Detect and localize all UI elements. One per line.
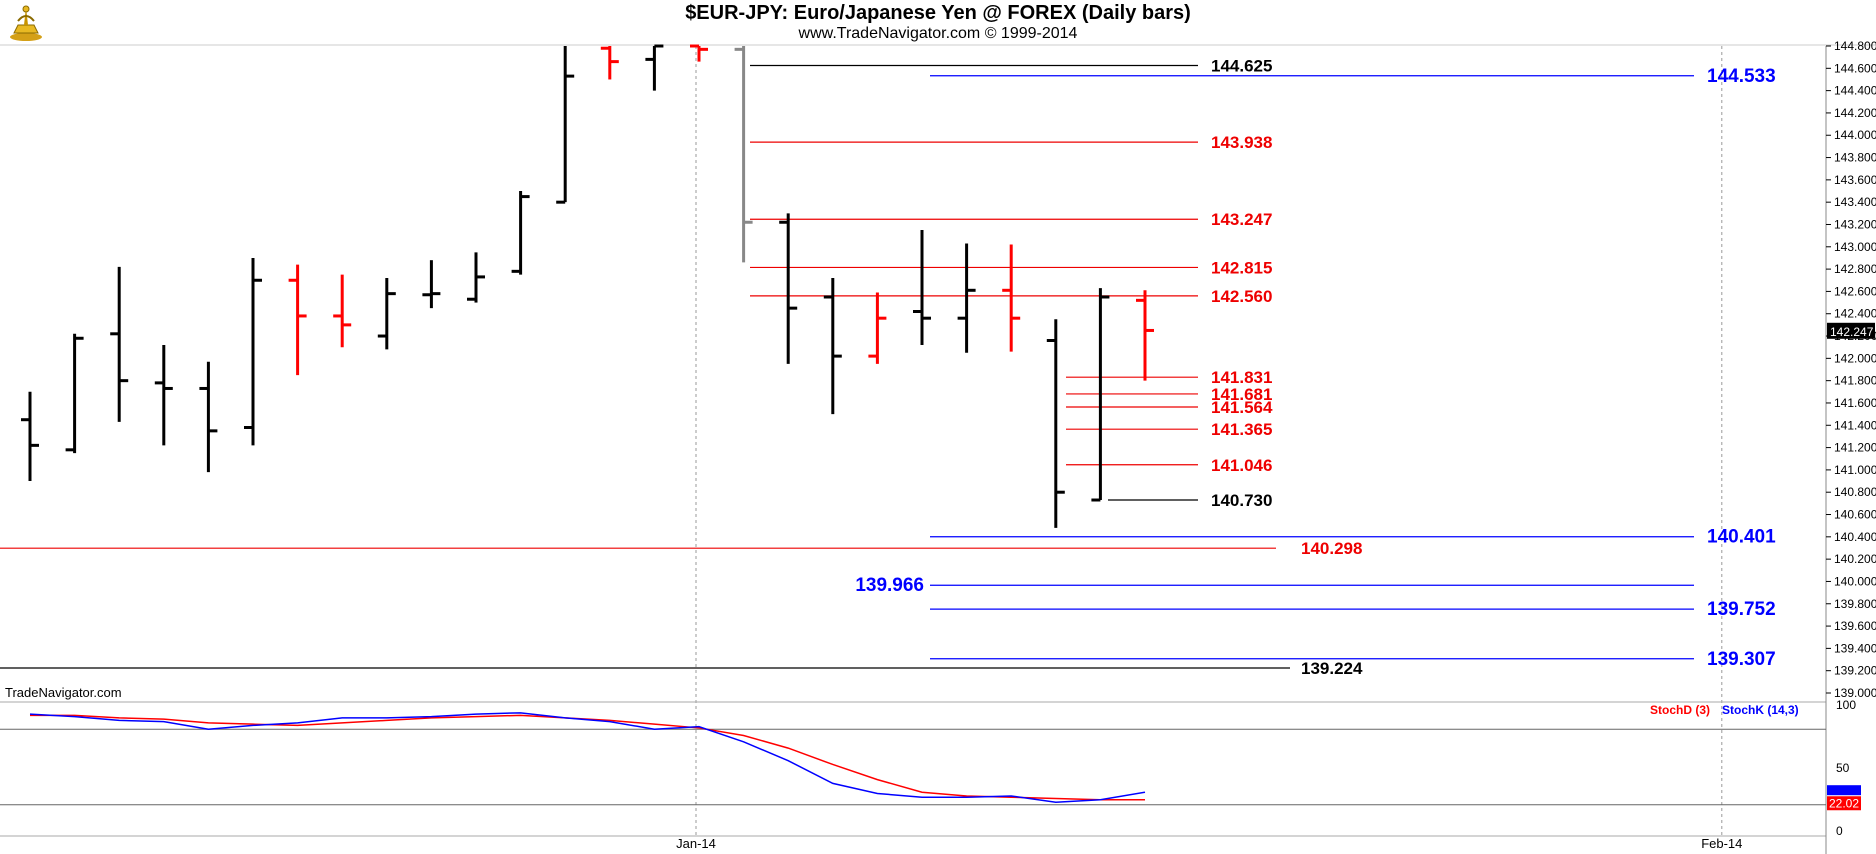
y-tick-label: 143.200 <box>1834 217 1876 231</box>
y-tick-label: 139.400 <box>1834 641 1876 655</box>
level-label: 140.730 <box>1211 491 1272 510</box>
level-label: 139.224 <box>1301 659 1363 678</box>
y-tick-label: 140.000 <box>1834 574 1876 588</box>
ohlc-bar <box>110 266 129 422</box>
level-label: 139.966 <box>855 575 924 596</box>
stoch-series-line <box>29 712 1146 804</box>
y-tick-label: 144.600 <box>1834 61 1876 75</box>
y-tick-label: 143.000 <box>1834 240 1876 254</box>
ohlc-bar <box>779 213 798 364</box>
ohlc-bar <box>1046 319 1065 528</box>
x-tick-label: Jan-14 <box>676 836 716 851</box>
stoch-last-value: 22.02 <box>1829 796 1859 810</box>
y-tick-label: 144.800 <box>1834 39 1876 53</box>
y-tick-label: 144.400 <box>1834 84 1876 98</box>
y-tick-label: 139.600 <box>1834 619 1876 633</box>
stoch-legend-label: StochK (14,3) <box>1722 703 1799 717</box>
y-tick-label: 140.600 <box>1834 508 1876 522</box>
level-label: 143.938 <box>1211 133 1272 152</box>
y-tick-label: 140.400 <box>1834 530 1876 544</box>
y-tick-label: 140.200 <box>1834 552 1876 566</box>
level-label: 140.298 <box>1301 539 1362 558</box>
ohlc-bar <box>1091 288 1110 502</box>
ohlc-bar <box>333 274 352 348</box>
stoch-k-marker <box>1827 785 1861 796</box>
ohlc-bar <box>511 191 530 275</box>
ohlc-bar <box>199 361 218 473</box>
y-tick-label: 140.800 <box>1834 485 1876 499</box>
grid-layer: Jan-14 Feb-14 <box>0 44 1876 851</box>
stochastic-panel: 0 50 100 StochD (3) StochK (14,3) 22.02 <box>0 698 1861 838</box>
stoch-y-tick-label: 50 <box>1836 761 1850 775</box>
price-axis: 139.000 139.200 139.400 139.600 139.800 140.0… <box>1825 39 1876 854</box>
ohlc-bar <box>1136 290 1154 381</box>
ohlc-bar <box>467 252 485 303</box>
level-label: 143.247 <box>1211 210 1272 229</box>
y-tick-label: 142.400 <box>1834 307 1876 321</box>
ohlc-bar <box>957 243 976 353</box>
ohlc-bar <box>154 344 173 446</box>
y-tick-label: 144.000 <box>1834 128 1876 142</box>
stoch-y-tick-label: 100 <box>1836 698 1856 712</box>
ohlc-bar <box>868 292 887 364</box>
ohlc-bar <box>690 44 708 62</box>
y-tick-label: 141.600 <box>1834 396 1876 410</box>
ohlc-bar <box>244 257 262 446</box>
axis-background <box>1826 46 1876 854</box>
y-tick-label: 139.800 <box>1834 597 1876 611</box>
level-label: 139.307 <box>1707 649 1776 670</box>
y-tick-label: 141.000 <box>1834 463 1876 477</box>
x-tick-label: Feb-14 <box>1701 836 1742 851</box>
ohlc-bar <box>65 333 84 454</box>
level-label: 142.815 <box>1211 258 1272 277</box>
ohlc-bar <box>913 230 931 345</box>
y-tick-label: 143.600 <box>1834 173 1876 187</box>
y-tick-label: 143.400 <box>1834 195 1876 209</box>
ohlc-bar <box>377 278 396 350</box>
chart-header: $EUR-JPY: Euro/Japanese Yen @ FOREX (Dai… <box>0 0 1876 46</box>
ohlc-bar <box>600 46 619 80</box>
level-label: 141.365 <box>1211 420 1272 439</box>
ohlc-bar <box>645 44 664 91</box>
level-lines: 144.625 144.533 143.938 143.247 142.815 142.5… <box>0 57 1776 678</box>
level-label: 139.752 <box>1707 599 1776 620</box>
level-label: 141.831 <box>1211 368 1272 387</box>
trade-navigator-logo-icon <box>4 3 44 43</box>
y-tick-label: 144.200 <box>1834 106 1876 120</box>
level-label: 144.625 <box>1211 57 1272 76</box>
watermark-label: TradeNavigator.com <box>5 685 122 700</box>
y-tick-label: 141.400 <box>1834 418 1876 432</box>
ohlc-bar <box>422 260 441 309</box>
chart-subtitle: www.TradeNavigator.com © 1999-2014 <box>798 25 1078 42</box>
ohlc-bar <box>21 391 39 482</box>
level-label: 141.564 <box>1211 398 1273 417</box>
level-label: 141.046 <box>1211 456 1272 475</box>
ohlc-bar <box>556 46 575 204</box>
y-tick-label: 141.200 <box>1834 441 1876 455</box>
y-tick-label: 143.800 <box>1834 151 1876 165</box>
ohlc-bar <box>288 264 307 376</box>
y-tick-label: 141.800 <box>1834 374 1876 388</box>
level-label: 144.533 <box>1707 66 1776 87</box>
y-tick-label: 142.000 <box>1834 351 1876 365</box>
level-label: 140.401 <box>1707 527 1776 548</box>
last-price-marker <box>1827 322 1875 339</box>
chart-title: $EUR-JPY: Euro/Japanese Yen @ FOREX (Dai… <box>685 2 1191 24</box>
stoch-d-marker <box>1827 796 1861 811</box>
last-price-label: 142.247 <box>1830 325 1874 339</box>
stoch-y-tick-label: 0 <box>1836 824 1843 838</box>
level-label: 142.560 <box>1211 287 1272 306</box>
y-tick-label: 139.000 <box>1834 686 1876 700</box>
y-tick-label: 139.200 <box>1834 664 1876 678</box>
ohlc-bar <box>734 46 753 263</box>
price-bars <box>21 44 1154 528</box>
stoch-legend-label: StochD (3) <box>1650 703 1710 717</box>
y-tick-label: 142.800 <box>1834 262 1876 276</box>
level-label: 141.681 <box>1211 385 1272 404</box>
y-tick-label: 142.600 <box>1834 284 1876 298</box>
ohlc-bar <box>823 278 842 415</box>
ohlc-bar <box>1002 244 1021 352</box>
